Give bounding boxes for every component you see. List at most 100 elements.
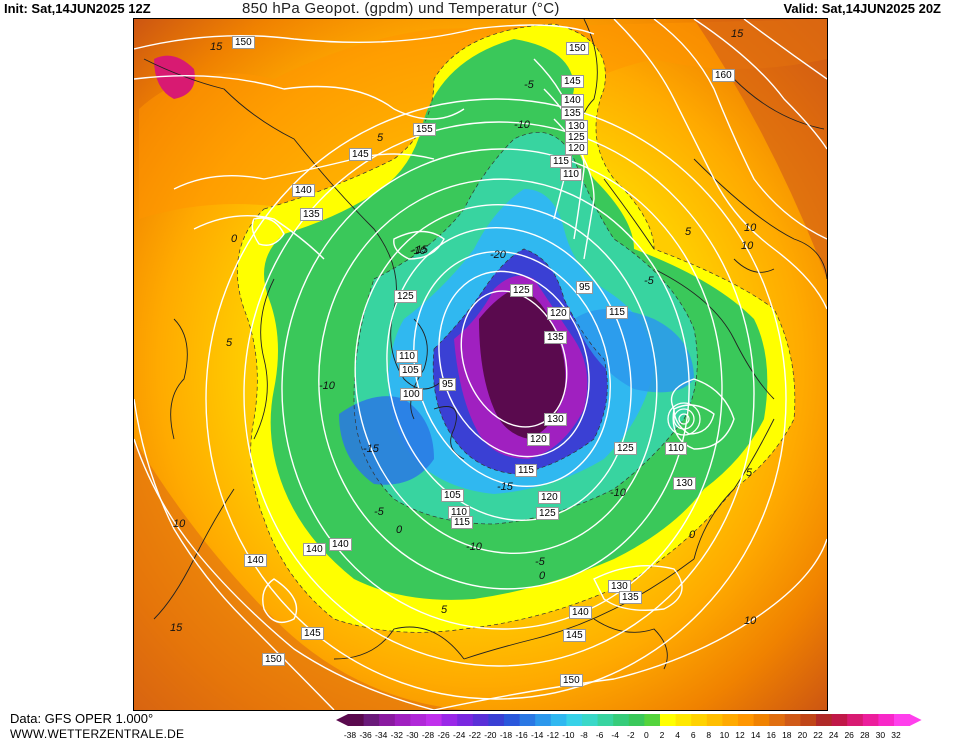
geopotential-label: 130 <box>673 477 696 490</box>
legend-tick-label: 18 <box>782 730 792 740</box>
legend-swatch <box>441 714 458 726</box>
geopotential-label: 105 <box>399 364 422 377</box>
geopotential-label: 125 <box>394 290 417 303</box>
legend-tick-label: 32 <box>891 730 901 740</box>
geopotential-label: 135 <box>544 331 567 344</box>
legend-swatch <box>753 714 770 726</box>
geopotential-label: 150 <box>262 653 285 666</box>
temperature-label: 0 <box>396 524 403 536</box>
legend-swatch <box>472 714 489 726</box>
data-source: Data: GFS OPER 1.000° <box>10 711 154 726</box>
geopotential-label: 135 <box>619 591 642 604</box>
coastlines <box>143 19 827 670</box>
warm-band-northeast <box>694 19 827 279</box>
temperature-label: 5 <box>441 604 448 616</box>
legend-tick-label: 24 <box>829 730 839 740</box>
geopotential-label: 120 <box>547 307 570 320</box>
legend-tick-label: -18 <box>500 730 513 740</box>
legend-tick-label: 28 <box>860 730 870 740</box>
temperature-label: -10 <box>610 487 626 499</box>
legend-swatch <box>894 714 911 726</box>
legend-tick-label: 30 <box>876 730 886 740</box>
legend-swatch <box>660 714 677 726</box>
legend-tick-label: -28 <box>422 730 435 740</box>
geopotential-label: 135 <box>300 208 323 221</box>
legend-tick-label: -34 <box>375 730 388 740</box>
valid-time: Valid: Sat,14JUN2025 20Z <box>783 1 941 16</box>
legend-tick-label: 22 <box>813 730 823 740</box>
temperature-isolines <box>237 23 796 633</box>
legend-color-bar <box>336 714 922 726</box>
temperature-label: 0 <box>689 529 696 541</box>
geopotential-label: 115 <box>550 155 572 168</box>
legend-swatch <box>597 714 614 726</box>
weather-map[interactable]: 150 150 160 145 140 135 130 125 120 155 … <box>133 18 828 711</box>
legend-arrow-left <box>336 714 348 726</box>
geopotential-label: 125 <box>510 284 533 297</box>
legend-swatch <box>769 714 786 726</box>
geopotential-label: 150 <box>566 42 589 55</box>
geopotential-label: 145 <box>349 148 372 161</box>
legend-tick-labels: -38 -36 -34 -32 -30 -28 -26 -24 -22 -20 -18 -16 -14-… <box>344 730 901 740</box>
geopotential-label: 145 <box>563 629 586 642</box>
legend-tick-label: -16 <box>515 730 528 740</box>
legend-tick-label: -26 <box>437 730 450 740</box>
legend-swatch <box>738 714 755 726</box>
legend-tick-label: -38 <box>344 730 357 740</box>
geopotential-label: 105 <box>441 489 464 502</box>
temperature-label: -5 <box>535 556 545 568</box>
legend-tick-label: -22 <box>469 730 482 740</box>
geopotential-label: 100 <box>400 388 423 401</box>
legend-tick-label: 16 <box>766 730 776 740</box>
temperature-label: -15 <box>412 244 428 256</box>
temperature-label: 10 <box>173 518 186 530</box>
temperature-label: -10 <box>514 119 530 131</box>
legend-tick-label: -4 <box>611 730 619 740</box>
legend-swatch <box>862 714 879 726</box>
temperature-label: -15 <box>497 481 513 493</box>
temperature-label: -5 <box>374 506 384 518</box>
legend-swatch <box>691 714 708 726</box>
temperature-label: 15 <box>170 622 183 634</box>
legend-tick-label: 6 <box>691 730 696 740</box>
geopotential-label: 110 <box>560 168 582 181</box>
site-url: WWW.WETTERZENTRALE.DE <box>10 727 185 741</box>
legend-swatch <box>410 714 427 726</box>
hot-spot <box>154 55 195 99</box>
geopotential-label: 145 <box>561 75 584 88</box>
legend-swatch <box>457 714 474 726</box>
legend-swatch <box>394 714 411 726</box>
init-time: Init: Sat,14JUN2025 12Z <box>4 1 151 16</box>
legend-tick-label: -32 <box>391 730 404 740</box>
geopotential-label: 95 <box>439 378 457 391</box>
map-title: 850 hPa Geopot. (gpdm) und Temperatur (°… <box>242 0 560 17</box>
legend-tick-label: 4 <box>675 730 680 740</box>
temperature-label: 15 <box>210 41 223 53</box>
legend-tick-label: -2 <box>627 730 635 740</box>
cyclone-swirl <box>667 402 701 436</box>
geopotential-label: 140 <box>561 94 584 107</box>
geopotential-label: 95 <box>576 281 594 294</box>
legend-swatch <box>550 714 567 726</box>
legend-swatch <box>816 714 833 726</box>
temperature-label: -20 <box>490 249 506 261</box>
legend-tick-label: -36 <box>359 730 372 740</box>
temperature-label: -5 <box>644 275 654 287</box>
geopotential-label: 120 <box>527 433 550 446</box>
geopotential-label: 115 <box>606 306 628 319</box>
temperature-label: 10 <box>741 240 754 252</box>
geopotential-label: 150 <box>232 36 255 49</box>
geopotential-label: 130 <box>544 413 567 426</box>
cold-lobe-west <box>339 396 434 485</box>
legend-swatch <box>566 714 583 726</box>
temperature-label: 5 <box>226 337 233 349</box>
temperature-label: 0 <box>231 233 238 245</box>
legend-tick-label: -8 <box>580 730 588 740</box>
geopotential-label: 140 <box>329 538 352 551</box>
geopotential-label: 140 <box>292 184 315 197</box>
legend-swatch <box>535 714 552 726</box>
legend-arrow-right <box>909 714 922 726</box>
temperature-label: -15 <box>363 443 379 455</box>
legend-swatch <box>831 714 848 726</box>
geopotential-label: 125 <box>536 507 559 520</box>
